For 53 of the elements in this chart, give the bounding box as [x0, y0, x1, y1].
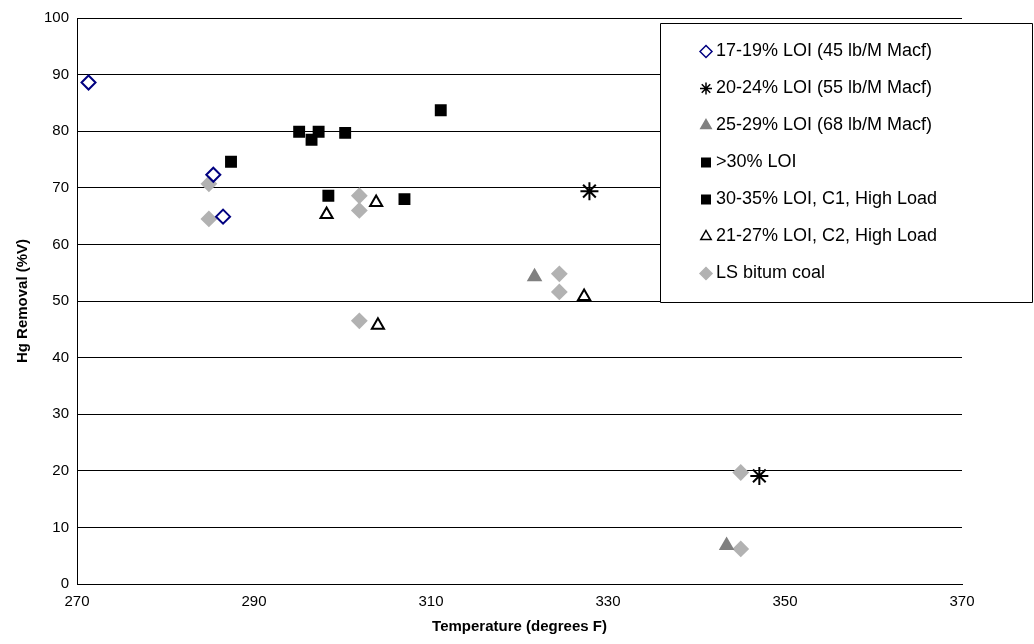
y-tick-label: 10 — [52, 517, 70, 535]
point — [579, 181, 600, 202]
y-tick-label: 40 — [52, 347, 70, 365]
point — [205, 166, 222, 183]
x-axis-title: Temperature (degrees F) — [432, 617, 607, 635]
point — [369, 194, 384, 208]
x-tick-label: 350 — [772, 592, 798, 610]
x-tick-label: 270 — [64, 592, 90, 610]
point — [749, 465, 770, 486]
point — [719, 537, 734, 551]
y-tick-label: 0 — [60, 574, 70, 592]
x-tick-label: 330 — [595, 592, 621, 610]
point — [215, 208, 232, 225]
point — [398, 193, 411, 206]
legend-label: 20-24% LOI (55 lb/M Macf) — [716, 77, 933, 98]
point — [200, 210, 217, 227]
point — [322, 189, 335, 202]
point — [434, 104, 447, 117]
legend-label: 21-27% LOI, C2, High Load — [716, 225, 938, 246]
point — [351, 202, 368, 219]
point — [351, 187, 368, 204]
x-tick-label: 370 — [949, 592, 975, 610]
point — [732, 464, 749, 481]
x-tick-label: 310 — [418, 592, 444, 610]
y-axis-title: Hg Removal (%V) — [13, 238, 31, 364]
y-tick-label: 30 — [52, 404, 70, 422]
point — [200, 175, 217, 192]
point — [80, 74, 97, 91]
y-tick-label: 100 — [44, 8, 70, 26]
point — [577, 288, 592, 301]
y-tick-label: 70 — [52, 177, 70, 195]
legend-label: 25-29% LOI (68 lb/M Macf) — [716, 114, 933, 135]
point — [225, 155, 237, 168]
y-tick-label: 80 — [52, 121, 70, 139]
legend-label: LS bitum coal — [716, 262, 826, 283]
point — [551, 283, 568, 300]
point — [527, 268, 542, 282]
point — [351, 312, 368, 329]
point — [370, 317, 385, 330]
y-tick-label: 20 — [52, 460, 70, 478]
point — [732, 540, 749, 557]
point — [551, 265, 568, 282]
legend-label: 30-35% LOI, C1, High Load — [716, 188, 938, 209]
y-tick-label: 90 — [52, 64, 70, 82]
point — [312, 125, 325, 138]
legend-label: >30% LOI — [716, 151, 797, 172]
y-tick-label: 50 — [52, 291, 70, 309]
x-tick-label: 290 — [241, 592, 267, 610]
legend-label: 17-19% LOI (45 lb/M Macf) — [716, 40, 933, 61]
y-tick-label: 60 — [52, 234, 70, 252]
point — [319, 206, 334, 219]
point — [293, 125, 306, 138]
point — [339, 126, 352, 139]
